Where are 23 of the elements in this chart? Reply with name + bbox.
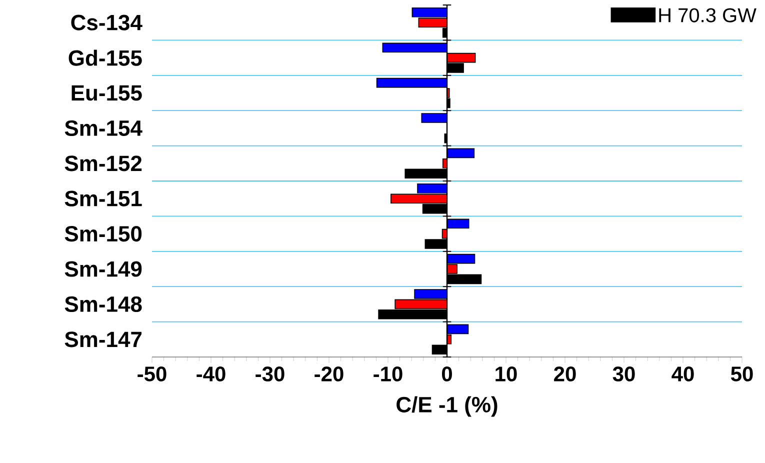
y-tick-label: Eu-155 bbox=[72, 85, 142, 101]
x-tick-label: -10 bbox=[374, 366, 402, 382]
y-tick-label: Sm-151 bbox=[64, 190, 142, 206]
x-tick-label: 20 bbox=[554, 366, 576, 382]
x-tick-label: 30 bbox=[612, 366, 635, 382]
y-tick-label: Gd-155 bbox=[68, 50, 142, 66]
x-tick-label: -30 bbox=[256, 366, 284, 382]
y-tick-label: Sm-152 bbox=[64, 156, 142, 172]
legend-label: H 70.3 GW bbox=[659, 8, 756, 22]
y-tick-label: Sm-150 bbox=[64, 226, 142, 242]
x-tick-label: 50 bbox=[730, 366, 753, 382]
x-axis-title: C/E -1 (%) bbox=[396, 396, 498, 417]
y-tick-label: Sm-148 bbox=[64, 296, 142, 312]
y-tick-label: Sm-154 bbox=[64, 120, 142, 136]
x-tick-label: 10 bbox=[496, 366, 517, 382]
y-tick-label: Sm-147 bbox=[64, 332, 142, 348]
y-tick-label: Cs-134 bbox=[71, 14, 142, 30]
x-tick-label: -40 bbox=[196, 366, 226, 382]
x-tick-label: 0 bbox=[442, 366, 452, 382]
y-tick-label: Sm-149 bbox=[64, 261, 142, 277]
x-tick-label: -50 bbox=[138, 366, 166, 382]
x-tick-label: 40 bbox=[672, 366, 694, 382]
x-tick-label: -20 bbox=[314, 366, 344, 382]
